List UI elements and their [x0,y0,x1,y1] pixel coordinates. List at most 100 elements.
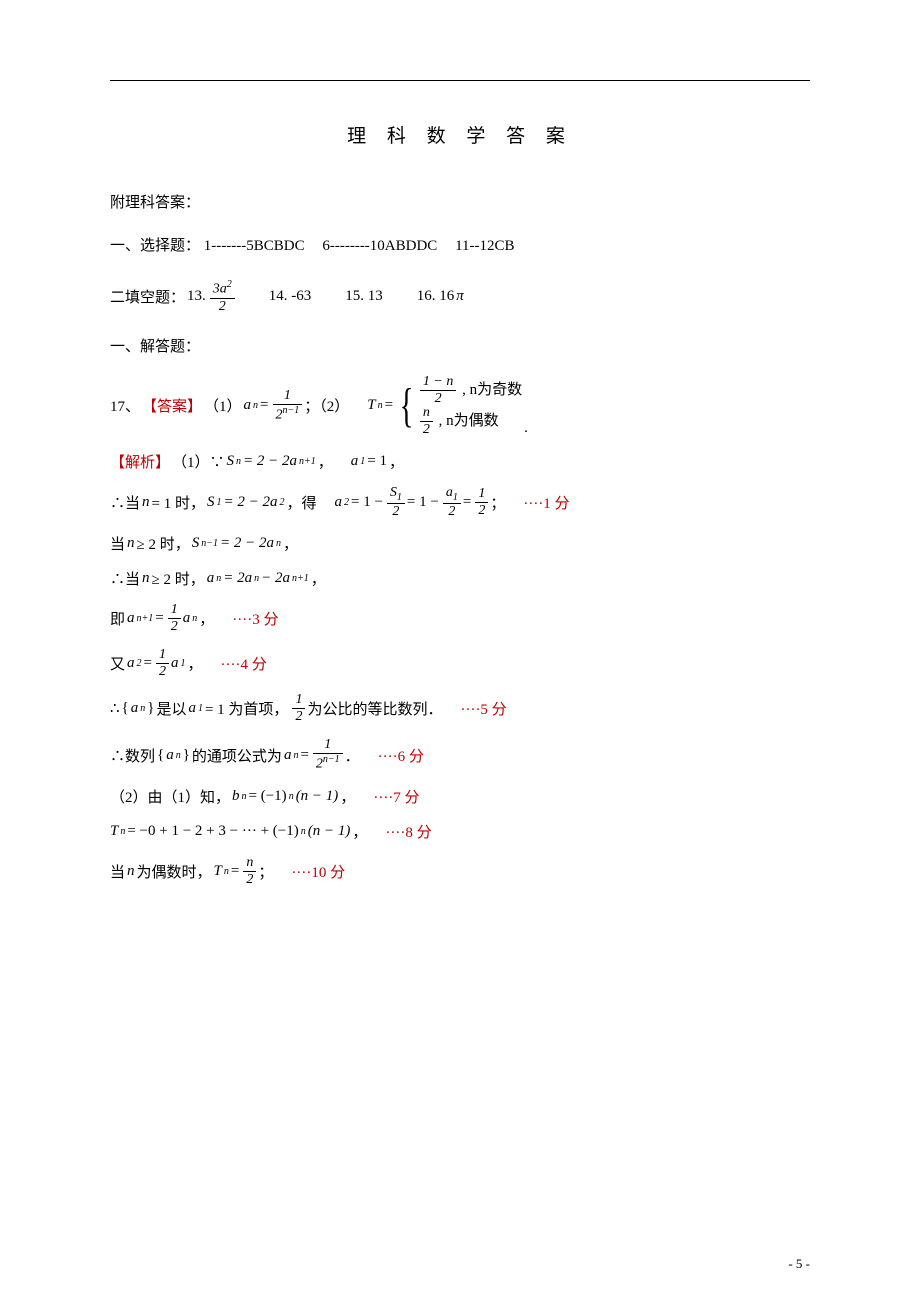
q16-label: 16. 16 [417,288,455,305]
s1b-Ss: n [236,456,241,467]
s10-exp: n [301,826,306,837]
p1-frac: 1 2n−1 [273,389,303,423]
mc-label: 一、选择题： [110,238,200,254]
q13-den: 2 [210,299,235,314]
pw-r1c: , n为奇数 [462,382,522,398]
s8c-n: n [293,750,298,761]
s8c-eq: = [300,747,308,764]
s2b-S: S [207,494,215,511]
s7b-eq: = 1 为首项， [205,698,288,719]
s10-p: (n − 1) [308,823,351,840]
s3b-r: = 2 − 2a [220,535,274,552]
fill-line: 二填空题： 13. 3a2 2 14. -63 15. 13 16. 16π [110,280,810,314]
p1-a: a [244,397,252,414]
s7-frac: 12 [292,693,305,724]
q15: 15. 13 [345,288,383,305]
s2a-n: n [142,494,150,511]
s8-a: a [166,747,174,764]
s11a: 当 [110,861,125,882]
s7d: 为公比的等比数列． [307,698,442,719]
s2c-f1n: S [390,485,397,500]
step-11: 当n 为偶数时， Tn = n2 ； ····10 分 [110,856,810,887]
s6b-eq: = [144,655,152,672]
s11-num: n [243,856,256,872]
s6-t: ， [187,653,202,674]
s1b-S: S [227,453,235,470]
s3-t: ， [283,533,298,554]
s6b-a: a [127,655,135,672]
step-10: Tn = −0 + 1 − 2 + 3 − ··· + (−1)n (n − 1… [110,821,810,842]
step-7: ∴ {an} 是以 a1 = 1 为首项， 12 为公比的等比数列． ····5… [110,693,810,724]
s8-t: ． [345,745,360,766]
analysis-line: 【解析】 （1）∵ Sn = 2 − 2an+1 ， a1 = 1 ， [110,451,810,472]
s3a-n: n [127,535,135,552]
s2c-f3n: 1 [475,487,488,503]
p1-sub: n [253,400,258,411]
p1-num: 1 [273,389,303,405]
s2c-f2d: 2 [443,504,461,519]
s8c-a: a [284,747,292,764]
s7-brr: } [147,700,154,717]
s10-eq: = −0 + 1 − 2 + 3 − ··· + (−1) [127,823,298,840]
s1c-a: a [351,453,359,470]
s3a-ge: ≥ 2 时， [137,533,190,554]
pw-r2d: 2 [420,422,433,437]
q17-label: 17、 [110,395,140,416]
mc-g1: 1-------5BCBDC [204,238,305,254]
s9b-exp: n [289,791,294,802]
s5-d: 2 [168,619,181,634]
s2c-f1: S1 2 [387,486,405,520]
s3a: 当 [110,533,125,554]
s2-score: ····1 分 [523,492,569,513]
s4b-eq: = 2a [223,570,252,587]
s1b-r: = 2 − 2a [243,453,297,470]
s9b-n: n [242,791,247,802]
s2c-f3d: 2 [475,503,488,518]
s2c-f3: 12 [475,487,488,518]
s9b-p: (n − 1) [296,788,339,805]
s2c-f1ns: 1 [397,491,402,502]
s5a: 即 [110,608,125,629]
s2b-2: 2 [279,497,284,508]
s3b-s: n−1 [201,538,218,549]
s7-a: a [131,700,139,717]
s7b: 是以 [156,698,186,719]
s6-score: ····4 分 [221,653,267,674]
doc-title: 理 科 数 学 答 案 [110,121,810,148]
analysis-tag: 【解析】 [110,451,170,472]
top-rule [110,80,810,81]
s5-t: ， [199,608,214,629]
step-8: ∴数列 {an} 的通项公式为 an = 12n−1 ． ····6 分 [110,738,810,772]
step-5: 即 an+1 = 12 an ， ····3 分 [110,603,810,634]
s6b-2: 2 [137,658,142,669]
s2-t: ； [490,492,505,513]
s2c-eq: = 1 − [351,494,383,511]
s7c-n: 1 [292,693,305,709]
s2c-a: a [335,494,343,511]
s6-frac: 12 [156,648,169,679]
pw-r2n: n [420,406,433,422]
s1a: （1）∵ [172,451,225,472]
s5-n: 1 [168,603,181,619]
s10-score: ····8 分 [385,821,431,842]
s7a: ∴ [110,699,120,718]
s1-tc: ， [389,451,404,472]
s5b-n: n [192,613,197,624]
s9b-eq: = (−1) [249,788,287,805]
s11-t: ； [258,861,273,882]
s4a: ∴当 [110,568,140,589]
s2c-f1d: 2 [387,504,405,519]
mc-line: 一、选择题： 1-------5BCBDC 6--------10ABDDC 1… [110,227,810,266]
s2a: ∴当 [110,492,140,513]
p2-Tn: n [378,400,383,411]
s8-score: ····6 分 [378,745,424,766]
q16-pi: π [456,288,464,305]
p1-denb: 2 [276,407,283,422]
s2c-m2: = [463,494,471,511]
s8b: 的通项公式为 [192,745,282,766]
s4b-a: a [207,570,215,587]
s11-frac: n2 [243,856,256,887]
fill-label: 二填空题： [110,286,185,307]
q13-label: 13. [187,288,206,305]
s7b-a: a [188,700,196,717]
